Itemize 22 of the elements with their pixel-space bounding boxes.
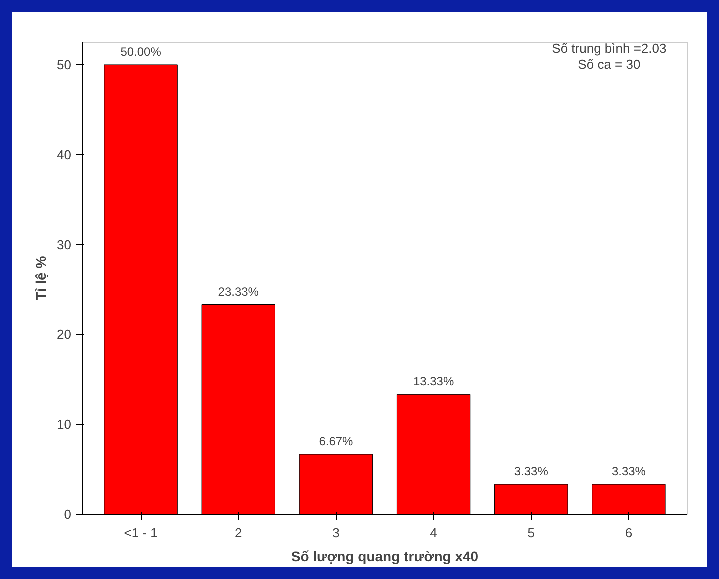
y-tick-label: 50 [57, 57, 72, 72]
x-tick-label: 2 [235, 526, 242, 540]
annotation: Số ca = 30 [578, 57, 641, 72]
x-tick-label: 4 [430, 526, 438, 540]
y-tick-label: 10 [57, 417, 72, 432]
data-label: 3.33% [612, 464, 646, 479]
data-label: 3.33% [514, 464, 549, 479]
x-tick-label: 6 [625, 526, 633, 540]
y-tick-label: 0 [64, 507, 72, 522]
x-tick-label: 3 [332, 526, 340, 540]
y-tick-label: 20 [57, 327, 72, 342]
data-label: 50.00% [120, 44, 162, 59]
data-label: 13.33% [413, 374, 454, 389]
x-tick-label: 5 [528, 526, 535, 540]
data-label: 23.33% [218, 284, 260, 299]
data-label: 6.67% [319, 434, 354, 449]
y-tick-label: 40 [57, 147, 72, 162]
x-tick-label: <1 - 1 [124, 526, 158, 540]
x-axis-title: Số lượng quang trường x40 [291, 548, 479, 564]
annotation: Số trung bình =2.03 [552, 40, 667, 56]
y-axis-title: Tỉ lệ % [33, 256, 50, 301]
y-tick-label: 30 [57, 237, 72, 252]
